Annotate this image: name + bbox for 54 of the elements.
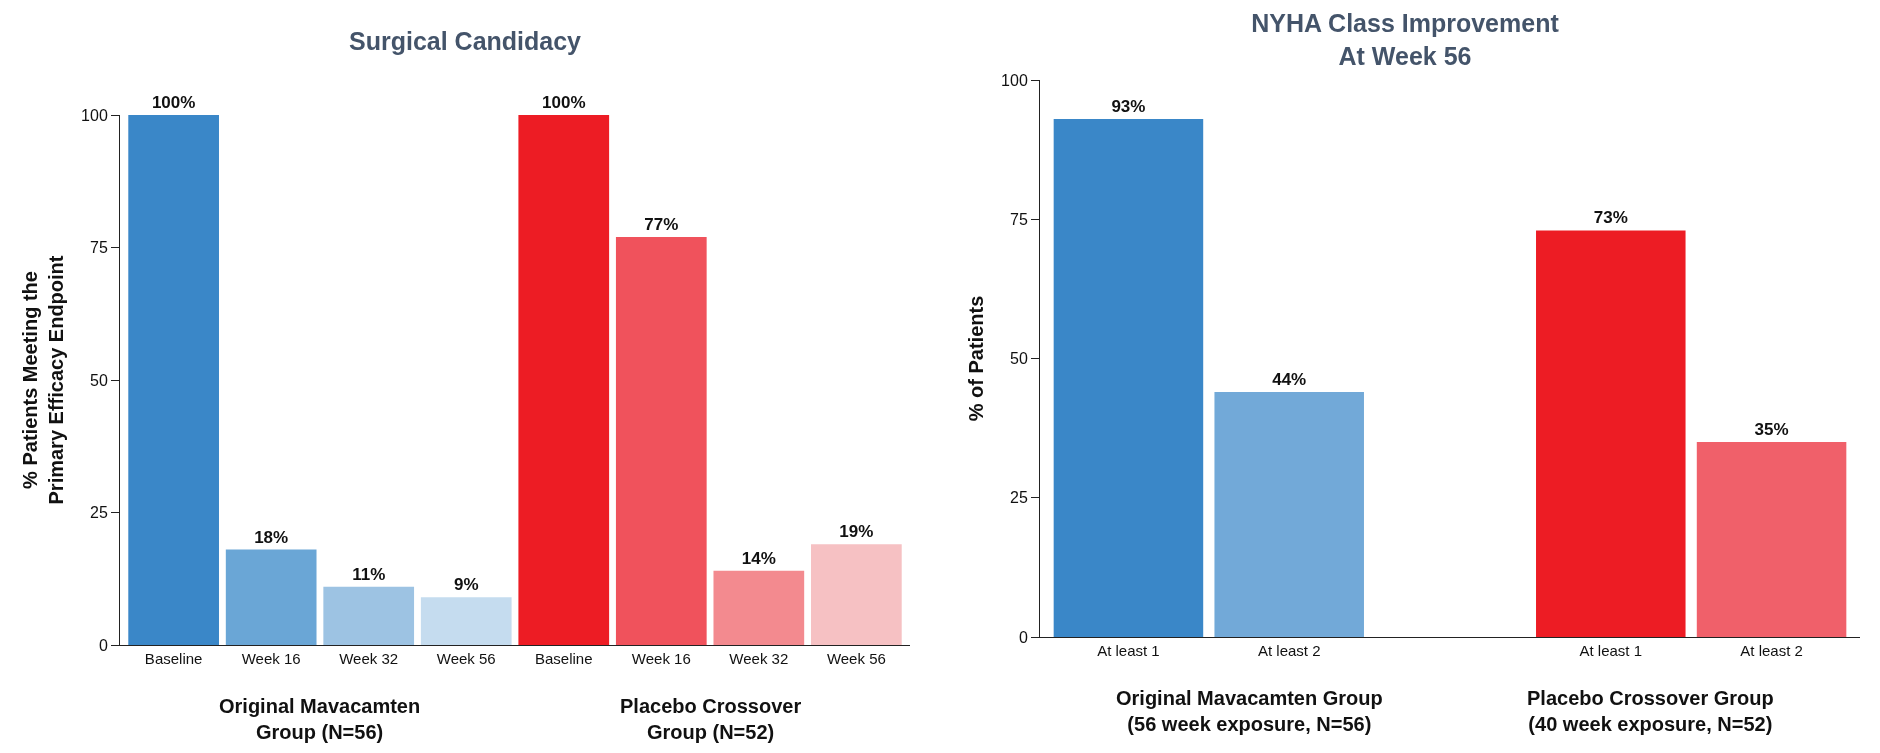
y-tick-label: 50 <box>1010 350 1028 368</box>
y-tick-label: 0 <box>1018 628 1028 646</box>
text: Original Mavacamten Group (N=56) <box>219 695 421 743</box>
x-tick-label: Baseline <box>144 650 203 667</box>
x-tick-label: Week 32 <box>339 650 399 667</box>
y-tick-label: 75 <box>1010 210 1028 228</box>
bar <box>128 115 219 645</box>
bar <box>518 115 610 645</box>
y-tick-label: 25 <box>1010 489 1028 507</box>
bar <box>420 597 512 645</box>
y-axis-title: % of Patients <box>964 295 987 422</box>
text: Placebo Crossover Group (N=52) <box>620 695 802 743</box>
text: Placebo Crossover Group (40 week exposure, N=52) <box>1527 687 1774 735</box>
x-tick-label: At least 1 <box>1097 642 1160 659</box>
y-tick-label: 100 <box>1001 71 1028 89</box>
bar <box>1696 442 1847 637</box>
x-tick-label: At least 2 <box>1257 642 1321 659</box>
bar <box>811 544 902 645</box>
x-tick-label: Week 32 <box>729 650 789 667</box>
data-label: 14% <box>741 548 776 568</box>
x-tick-label: Week 16 <box>241 650 301 667</box>
y-tick-label: 100 <box>81 106 108 124</box>
text: Original Mavacamten Group (56 week exposure, N=56) <box>1116 687 1383 735</box>
y-tick-label: 0 <box>98 636 108 654</box>
x-tick-label: At least 2 <box>1740 642 1803 659</box>
y-tick-label: 25 <box>90 504 108 522</box>
chart-title: Surgical Candidacy <box>348 26 582 55</box>
data-label: 73% <box>1593 208 1628 228</box>
data-label: 93% <box>1111 96 1146 116</box>
bar <box>713 570 805 645</box>
chart-title: NYHA Class Improvement At Week 56 <box>1251 9 1560 70</box>
bar <box>615 236 707 645</box>
data-label: 11% <box>352 564 386 584</box>
data-label: 19% <box>839 522 874 542</box>
bar <box>323 586 415 645</box>
data-label: 44% <box>1272 369 1307 389</box>
data-label: 18% <box>254 527 289 547</box>
y-tick-label: 75 <box>90 239 108 257</box>
bar <box>1214 391 1364 637</box>
x-tick-label: Week 56 <box>826 650 886 667</box>
bar <box>1053 118 1204 637</box>
data-label: 100% <box>151 93 196 112</box>
bar <box>1536 230 1686 637</box>
data-label: 77% <box>644 214 679 234</box>
data-label: 35% <box>1754 420 1789 440</box>
y-axis-title: % Patients Meeting the Primary Efficacy Endpoint <box>18 255 67 505</box>
x-tick-label: Week 16 <box>631 650 691 667</box>
bar <box>225 549 317 645</box>
x-tick-label: Baseline <box>535 650 593 667</box>
x-tick-label: Week 56 <box>436 650 496 667</box>
data-label: 100% <box>542 93 586 112</box>
data-label: 9% <box>453 575 479 595</box>
y-tick-label: 50 <box>90 371 108 389</box>
x-tick-label: At least 1 <box>1579 642 1643 659</box>
